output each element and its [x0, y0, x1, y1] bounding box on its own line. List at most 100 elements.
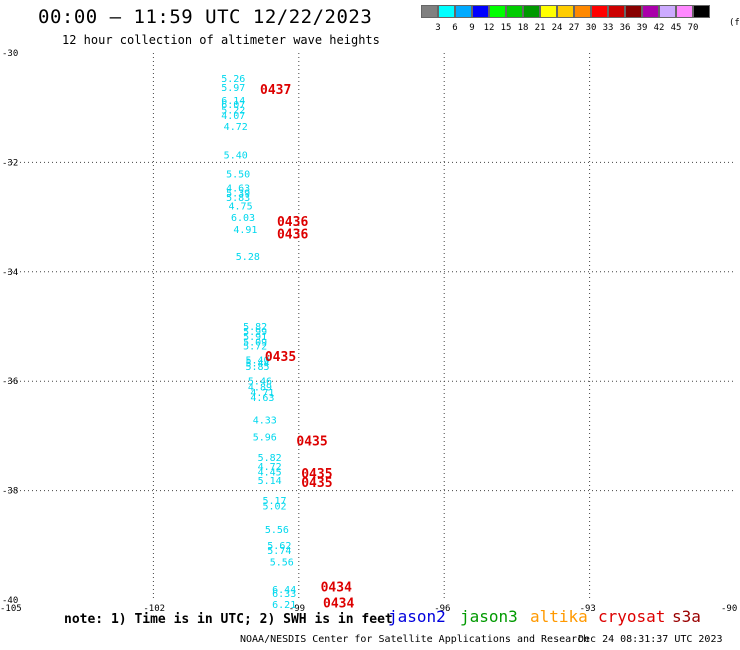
time-label: 0435 [296, 434, 327, 449]
swh-value: 5.96 [253, 432, 277, 443]
swh-value: 5.17 [262, 496, 286, 507]
legend-swatch [693, 5, 710, 18]
legend-label: 45 [670, 23, 682, 33]
legend-swatch [642, 5, 659, 18]
time-label: 0435 [301, 476, 332, 491]
legend-label: 39 [636, 23, 648, 33]
satellite-jason3: jason3 [460, 607, 518, 626]
legend-swatch [540, 5, 557, 18]
legend-label: 42 [653, 23, 665, 33]
legend-swatch [608, 5, 625, 18]
swh-value: 5.62 [267, 541, 291, 552]
legend-unit: (ft) [729, 18, 740, 28]
legend-label: 9 [469, 23, 475, 33]
time-label: 0435 [265, 350, 296, 365]
swh-value: 5.40 [245, 355, 269, 366]
time-label: 0437 [260, 83, 291, 98]
legend-label: 36 [619, 23, 631, 33]
legend-swatch [455, 5, 472, 18]
swh-value: 5.14 [258, 476, 282, 487]
legend-swatch [523, 5, 540, 18]
legend-label: 27 [568, 23, 580, 33]
swh-value: 5.46 [248, 377, 272, 388]
legend-label: 3 [435, 23, 441, 33]
swh-value: 5.74 [267, 546, 291, 557]
swh-value: 5.83 [226, 193, 250, 204]
legend-swatch [506, 5, 523, 18]
satellite-cryosat: cryosat [598, 607, 666, 626]
legend-swatch [421, 5, 438, 18]
swh-value: 5.39 [226, 188, 250, 199]
swh-value: 6.03 [231, 213, 255, 224]
swh-value: 5.99 [243, 327, 267, 338]
legend-label: 15 [500, 23, 512, 33]
swh-value: 5.26 [221, 74, 245, 85]
lon-tick-label: -105 [0, 604, 22, 614]
time-label: 0434 [321, 580, 352, 595]
legend-label: 24 [551, 23, 563, 33]
footnote: note: 1) Time is in UTC; 2) SWH is in fe… [64, 612, 393, 627]
swh-value: 4.91 [233, 225, 257, 236]
legend-label: 30 [585, 23, 597, 33]
page-subtitle: 12 hour collection of altimeter wave hei… [62, 33, 380, 47]
lon-tick-label: -90 [721, 604, 737, 614]
legend-swatch [591, 5, 608, 18]
swh-value: 5.02 [262, 501, 286, 512]
lat-tick-label: -32 [2, 158, 18, 168]
legend-label: 70 [687, 23, 699, 33]
legend-swatch [659, 5, 676, 18]
swh-value: 5.22 [221, 105, 245, 116]
legend-label: 18 [517, 23, 529, 33]
lat-tick-label: -38 [2, 487, 18, 497]
swh-value: 4.07 [221, 111, 245, 122]
swh-value: 5.44 [245, 359, 269, 370]
swh-value: 5.82 [258, 453, 282, 464]
lat-tick-label: -40 [2, 596, 18, 606]
swh-value: 6.07 [221, 100, 245, 111]
credit-line: NOAA/NESDIS Center for Satellite Applica… [240, 634, 590, 645]
lon-tick-label: -102 [143, 604, 165, 614]
swh-value: 5.82 [243, 322, 267, 333]
legend-swatch [676, 5, 693, 18]
generated-timestamp: Dec 24 08:31:37 UTC 2023 [578, 634, 723, 645]
lat-tick-label: -30 [2, 49, 18, 59]
swh-value: 4.75 [229, 202, 253, 213]
swh-value: 5.97 [221, 83, 245, 94]
legend-label: 6 [452, 23, 458, 33]
time-label: 0435 [301, 467, 332, 482]
time-label: 0436 [277, 215, 308, 230]
page-title: 00:00 – 11:59 UTC 12/22/2023 [38, 6, 373, 28]
lon-tick-label: -99 [289, 604, 305, 614]
swh-value: 5.85 [245, 362, 269, 373]
swh-value: 4.72 [224, 122, 248, 133]
swh-value: 4.71 [250, 388, 274, 399]
legend-swatch [472, 5, 489, 18]
swh-value: 6.44 [272, 585, 296, 596]
swh-value: 6.21 [272, 600, 296, 611]
swh-value: 5.91 [243, 332, 267, 343]
swh-value: 5.72 [243, 342, 267, 353]
legend-swatch [557, 5, 574, 18]
swh-value: 5.28 [236, 252, 260, 263]
legend-swatch [574, 5, 591, 18]
swh-value: 5.56 [270, 558, 294, 569]
time-label: 0436 [277, 228, 308, 243]
swh-value: 4.63 [226, 184, 250, 195]
swh-value: 6.14 [221, 96, 245, 107]
legend-label: 21 [534, 23, 546, 33]
satellite-jason2: jason2 [388, 607, 446, 626]
swh-value: 4.72 [258, 462, 282, 473]
swh-value: 4.45 [258, 467, 282, 478]
lat-tick-label: -34 [2, 268, 18, 278]
legend-swatch [625, 5, 642, 18]
lon-tick-label: -96 [434, 604, 450, 614]
legend-swatch [438, 5, 455, 18]
legend-swatch [489, 5, 506, 18]
swh-value: 4.89 [248, 383, 272, 394]
swh-value: 4.63 [250, 393, 274, 404]
swh-value: 4.33 [253, 415, 277, 426]
satellite-altika: altika [530, 607, 588, 626]
swh-value: 5.50 [226, 169, 250, 180]
